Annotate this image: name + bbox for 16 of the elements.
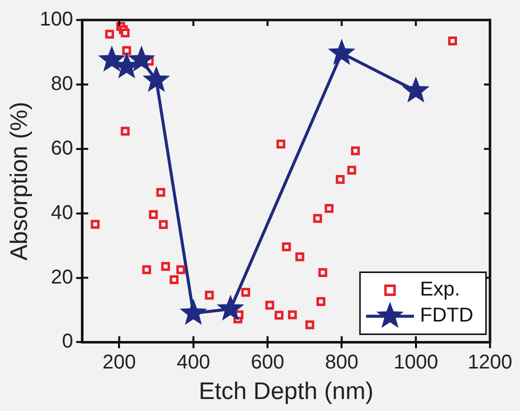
y-tick-label: 60 bbox=[50, 137, 74, 160]
x-tick-label: 1000 bbox=[394, 352, 438, 374]
legend-label: Exp. bbox=[420, 278, 460, 301]
y-tick-label: 80 bbox=[50, 72, 74, 95]
x-tick-label: 400 bbox=[176, 352, 210, 374]
y-axis-title: Absorption (%) bbox=[6, 102, 34, 260]
x-tick-label: 200 bbox=[102, 352, 136, 374]
y-tick-label: 40 bbox=[50, 202, 74, 224]
x-tick-label: 600 bbox=[250, 352, 284, 374]
y-tick-label: 0 bbox=[62, 330, 74, 353]
x-axis-title: Etch Depth (nm) bbox=[198, 378, 374, 406]
y-tick-label: 100 bbox=[40, 8, 74, 31]
x-tick-label: 800 bbox=[325, 352, 358, 374]
y-tick-label: 20 bbox=[50, 266, 74, 288]
x-tick-label: 1200 bbox=[468, 352, 512, 374]
legend-label: FDTD bbox=[420, 304, 474, 327]
